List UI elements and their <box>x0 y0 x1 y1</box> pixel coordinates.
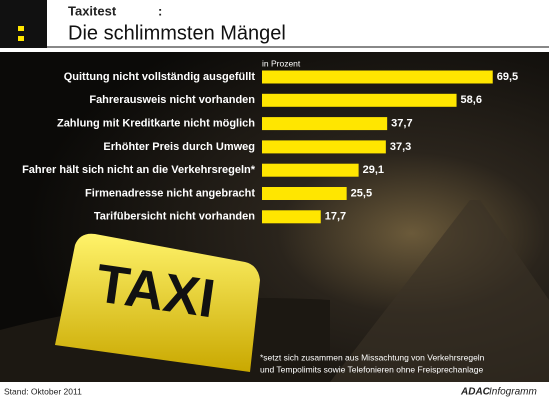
header-dot <box>18 26 24 31</box>
road <box>330 200 549 382</box>
taxi-sign <box>55 233 260 372</box>
footer-date: Stand: Oktober 2011 <box>4 386 82 396</box>
bar <box>262 70 493 84</box>
bar <box>262 117 388 131</box>
value-label: 58,6 <box>461 94 482 106</box>
chart-title: Die schlimmsten Mängel <box>68 22 286 44</box>
bar <box>262 140 386 154</box>
bar <box>262 210 321 224</box>
bar <box>262 93 457 107</box>
kicker-colon: : <box>158 3 162 18</box>
footnote: *setzt sich zusammen aus Missachtung von… <box>260 352 485 362</box>
footnote: und Tempolimits sowie Telefonieren ohne … <box>260 364 483 374</box>
value-label: 17,7 <box>325 211 346 223</box>
value-label: 29,1 <box>363 164 384 176</box>
footer-brand: ADAC <box>460 387 491 398</box>
bar <box>262 163 359 177</box>
value-label: 37,3 <box>390 141 411 153</box>
category-label: Fahrerausweis nicht vorhanden <box>89 94 255 106</box>
value-label: 69,5 <box>497 71 518 83</box>
value-label: 25,5 <box>351 187 372 199</box>
kicker: Taxitest <box>68 3 117 18</box>
unit-label: in Prozent <box>262 58 301 68</box>
value-label: 37,7 <box>391 118 412 130</box>
category-label: Fahrer hält sich nicht an die Verkehrsre… <box>22 164 256 176</box>
category-label: Firmenadresse nicht angebracht <box>85 187 255 199</box>
category-label: Quittung nicht vollständig ausgefüllt <box>64 71 256 83</box>
category-label: Zahlung mit Kreditkarte nicht möglich <box>57 118 255 130</box>
header-dot <box>18 36 24 41</box>
category-label: Erhöhter Preis durch Umweg <box>103 141 255 153</box>
category-label: Tarifübersicht nicht vorhanden <box>94 211 255 223</box>
footer-brand-suffix: Infogramm <box>489 387 537 398</box>
bar <box>262 187 347 200</box>
